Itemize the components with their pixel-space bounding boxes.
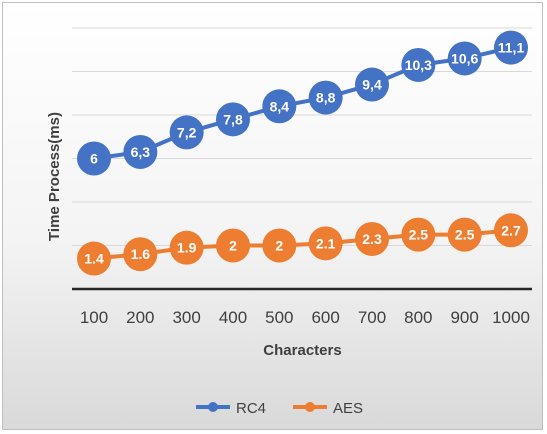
data-label-aes: 1.6 bbox=[131, 246, 151, 262]
data-label-rc4: 6,3 bbox=[131, 144, 151, 160]
data-point-rc4 bbox=[308, 80, 343, 115]
data-label-aes: 2.7 bbox=[501, 222, 521, 238]
series-layer: 6 6,3 7,2 7,8 8,4 8,8 9,4 10,3 10,6 11,1 1.4 1.6 1.9… bbox=[77, 30, 528, 276]
data-point-rc4 bbox=[216, 102, 250, 137]
data-point-aes bbox=[169, 230, 204, 265]
data-label-rc4: 9,4 bbox=[362, 77, 382, 93]
chart-frame bbox=[2, 2, 543, 430]
series-line-rc4 bbox=[93, 45, 512, 161]
data-label-aes: 2.1 bbox=[316, 235, 336, 251]
legend: RC4 AES bbox=[196, 400, 363, 417]
data-label-aes: 2.5 bbox=[409, 227, 429, 243]
legend-marker-aes bbox=[305, 402, 315, 412]
data-label-aes: 1.4 bbox=[84, 251, 104, 267]
data-point-aes bbox=[77, 241, 111, 276]
legend-item-rc4: RC4 bbox=[196, 400, 266, 417]
data-point-rc4 bbox=[447, 41, 482, 76]
data-point-aes bbox=[216, 228, 250, 263]
data-point-rc4 bbox=[77, 141, 111, 176]
data-point-aes bbox=[123, 237, 158, 272]
data-point-rc4 bbox=[262, 89, 297, 124]
data-label-rc4: 8,4 bbox=[270, 98, 290, 114]
data-label-aes: 1.9 bbox=[177, 240, 197, 256]
data-label-rc4: 8,8 bbox=[316, 90, 336, 106]
x-tick-label: 1000 bbox=[492, 308, 530, 327]
series-rc4: 6 6,3 7,2 7,8 8,4 8,8 9,4 10,3 10,6 11,1 bbox=[77, 30, 528, 176]
data-point-rc4 bbox=[355, 67, 389, 102]
x-tick-label: 800 bbox=[404, 308, 432, 327]
data-label-rc4: 7,2 bbox=[177, 124, 197, 140]
data-label-aes: 2 bbox=[229, 238, 237, 254]
legend-label-rc4: RC4 bbox=[236, 400, 266, 417]
x-tick-label: 500 bbox=[265, 308, 293, 327]
series-aes: 1.4 1.6 1.9 2 2 2.1 2.3 2.5 2.5 2.7 bbox=[77, 213, 528, 276]
data-point-rc4 bbox=[401, 47, 436, 82]
data-label-rc4: 11,1 bbox=[498, 40, 525, 56]
legend-item-aes: AES bbox=[293, 400, 363, 417]
data-label-aes: 2 bbox=[275, 238, 283, 254]
legend-marker-rc4 bbox=[208, 402, 218, 412]
x-tick-label: 100 bbox=[80, 308, 108, 327]
data-label-rc4: 6 bbox=[90, 151, 98, 167]
data-point-rc4 bbox=[169, 115, 204, 150]
x-tick-labels: 100 200 300 400 500 600 700 800 900 1000 bbox=[80, 308, 530, 327]
y-axis-title: Time Process(ms) bbox=[46, 112, 63, 241]
x-axis-title: Characters bbox=[263, 342, 341, 359]
x-tick-label: 200 bbox=[126, 308, 154, 327]
x-tick-label: 900 bbox=[450, 308, 478, 327]
data-label-aes: 2.3 bbox=[362, 231, 382, 247]
data-point-rc4 bbox=[494, 30, 528, 65]
x-tick-label: 400 bbox=[219, 308, 247, 327]
data-point-aes bbox=[401, 217, 436, 252]
x-tick-label: 700 bbox=[358, 308, 386, 327]
data-label-rc4: 10,6 bbox=[451, 50, 478, 66]
data-point-aes bbox=[494, 213, 528, 248]
data-label-aes: 2.5 bbox=[455, 227, 475, 243]
data-point-aes bbox=[308, 226, 343, 261]
series-line-aes bbox=[93, 228, 512, 261]
data-label-rc4: 7,8 bbox=[223, 111, 243, 127]
data-label-rc4: 10,3 bbox=[405, 57, 432, 73]
x-tick-label: 600 bbox=[311, 308, 339, 327]
x-tick-label: 300 bbox=[172, 308, 200, 327]
data-point-aes bbox=[447, 217, 482, 252]
legend-label-aes: AES bbox=[333, 400, 363, 417]
data-point-aes bbox=[355, 221, 389, 256]
data-point-rc4 bbox=[123, 134, 158, 169]
data-point-aes bbox=[262, 228, 297, 263]
